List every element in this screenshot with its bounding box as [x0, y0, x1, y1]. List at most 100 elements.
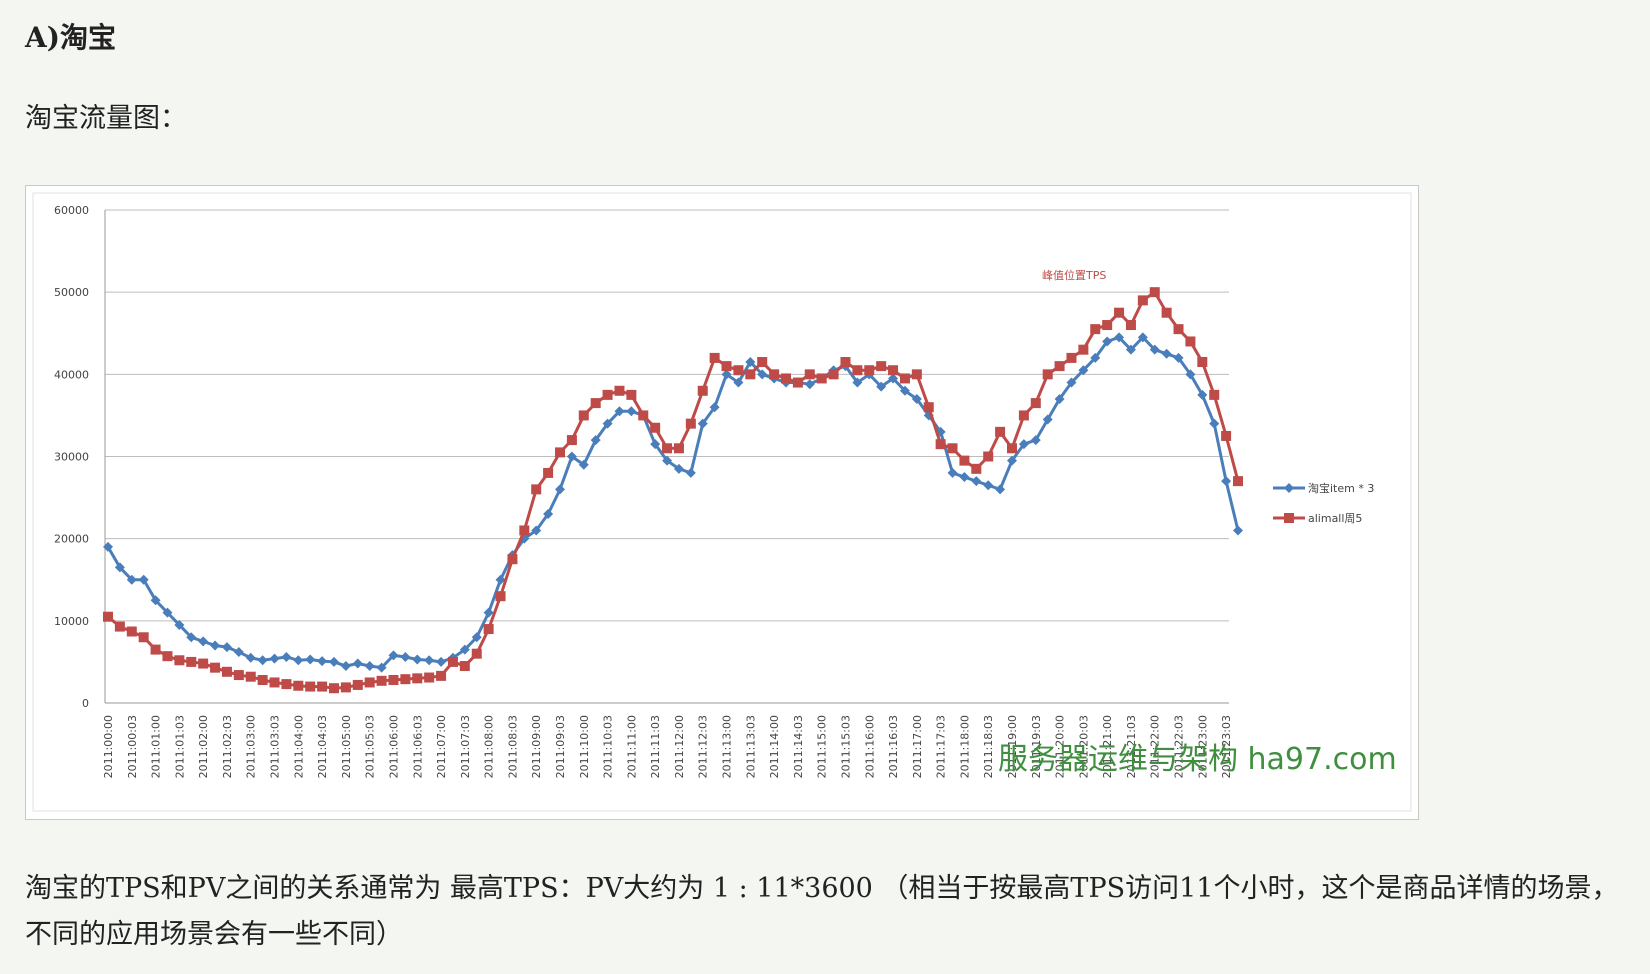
- point: [1185, 369, 1196, 380]
- point: [888, 365, 899, 376]
- point: [424, 655, 435, 666]
- point: [1042, 414, 1053, 425]
- point: [138, 574, 149, 585]
- point: [1066, 352, 1077, 363]
- point: [983, 480, 994, 491]
- point: [221, 666, 232, 677]
- x-tick-label: 2011:16:03: [887, 715, 900, 778]
- x-tick-label: 2011:08:00: [483, 715, 496, 778]
- point: [864, 365, 875, 376]
- paragraph: 淘宝的TPS和PV之间的关系通常为 最高TPS：PV大约为 1 : 11*360…: [25, 873, 1619, 950]
- y-tick-label: 0: [82, 697, 89, 710]
- x-tick-label: 2011:23:03: [1220, 715, 1233, 778]
- point: [1197, 357, 1208, 368]
- x-tick-label: 2011:07:03: [459, 715, 472, 778]
- point: [971, 476, 982, 487]
- point: [578, 459, 589, 470]
- point: [412, 673, 423, 684]
- x-tick-label: 2011:03:03: [269, 715, 282, 778]
- point: [1221, 430, 1232, 441]
- x-tick-label: 2011:13:03: [744, 715, 757, 778]
- point: [1030, 398, 1041, 409]
- watermark: 服务器运维与架构 ha97.com: [998, 742, 1397, 777]
- x-tick-label: 2011:23:00: [1196, 715, 1209, 778]
- point: [1018, 410, 1029, 421]
- point: [1137, 332, 1148, 343]
- chart-inner-frame: [32, 192, 1412, 812]
- point: [899, 385, 910, 396]
- x-tick-label: 2011:09:00: [530, 715, 543, 778]
- point: [852, 377, 863, 388]
- point: [1161, 307, 1172, 318]
- x-tick-label: 2011:20:00: [1054, 715, 1067, 778]
- x-tick-label: 2011:04:00: [292, 715, 305, 778]
- point: [507, 554, 518, 565]
- point: [1102, 320, 1113, 331]
- point: [995, 484, 1006, 495]
- point: [804, 379, 815, 390]
- point: [709, 352, 720, 363]
- x-tick-label: 2011:00:00: [102, 715, 115, 778]
- point: [697, 385, 708, 396]
- point: [269, 677, 280, 688]
- point: [1233, 525, 1243, 536]
- point: [1090, 352, 1101, 363]
- point: [352, 679, 363, 690]
- legend-label: alimall周5: [1308, 512, 1362, 525]
- point: [1090, 324, 1101, 335]
- point: [899, 373, 910, 384]
- point: [697, 418, 708, 429]
- point: [103, 611, 113, 622]
- point: [816, 373, 827, 384]
- point: [388, 650, 399, 661]
- point: [1125, 320, 1136, 331]
- point: [1173, 324, 1184, 335]
- point: [602, 418, 613, 429]
- point: [995, 426, 1006, 437]
- point: [495, 574, 506, 585]
- point: [1185, 336, 1196, 347]
- x-tick-label: 2011:10:00: [578, 715, 591, 778]
- x-tick-label: 2011:19:03: [1030, 715, 1043, 778]
- point: [745, 369, 756, 380]
- x-tick-label: 2011:14:03: [792, 715, 805, 778]
- x-tick-label: 2011:02:00: [197, 715, 210, 778]
- x-tick-label: 2011:18:00: [958, 715, 971, 778]
- point: [757, 369, 768, 380]
- point: [138, 632, 149, 643]
- point: [733, 365, 744, 376]
- x-tick-label: 2011:10:03: [602, 715, 615, 778]
- point: [733, 377, 744, 388]
- point: [340, 661, 351, 672]
- point: [911, 369, 922, 380]
- x-tick-label: 2011:16:00: [863, 715, 876, 778]
- point: [1209, 389, 1220, 400]
- x-tick-label: 2011:21:03: [1125, 715, 1138, 778]
- chart: 0 10000 20000 30000 40000 50000 60000 2011:00:0…: [25, 185, 1419, 820]
- point: [959, 455, 970, 466]
- point: [245, 652, 256, 663]
- point: [1042, 369, 1053, 380]
- point: [947, 467, 958, 478]
- point: [293, 680, 304, 691]
- chart-frame: [25, 185, 1419, 820]
- point: [459, 644, 470, 655]
- x-tick-label: 2011:11:00: [625, 715, 638, 778]
- point: [495, 591, 506, 602]
- point: [400, 651, 411, 662]
- legend-label: 淘宝item * 3: [1308, 481, 1374, 495]
- point: [662, 455, 673, 466]
- point: [650, 422, 661, 433]
- y-tick-label: 40000: [54, 368, 89, 381]
- point: [1197, 389, 1208, 400]
- point: [233, 670, 244, 681]
- point: [1066, 377, 1077, 388]
- point: [638, 410, 649, 421]
- point: [436, 656, 447, 667]
- point: [757, 357, 768, 368]
- y-tick-label: 20000: [54, 533, 89, 546]
- point: [566, 451, 577, 462]
- caption: 淘宝流量图：: [25, 103, 187, 134]
- point: [971, 463, 982, 474]
- point: [114, 562, 125, 573]
